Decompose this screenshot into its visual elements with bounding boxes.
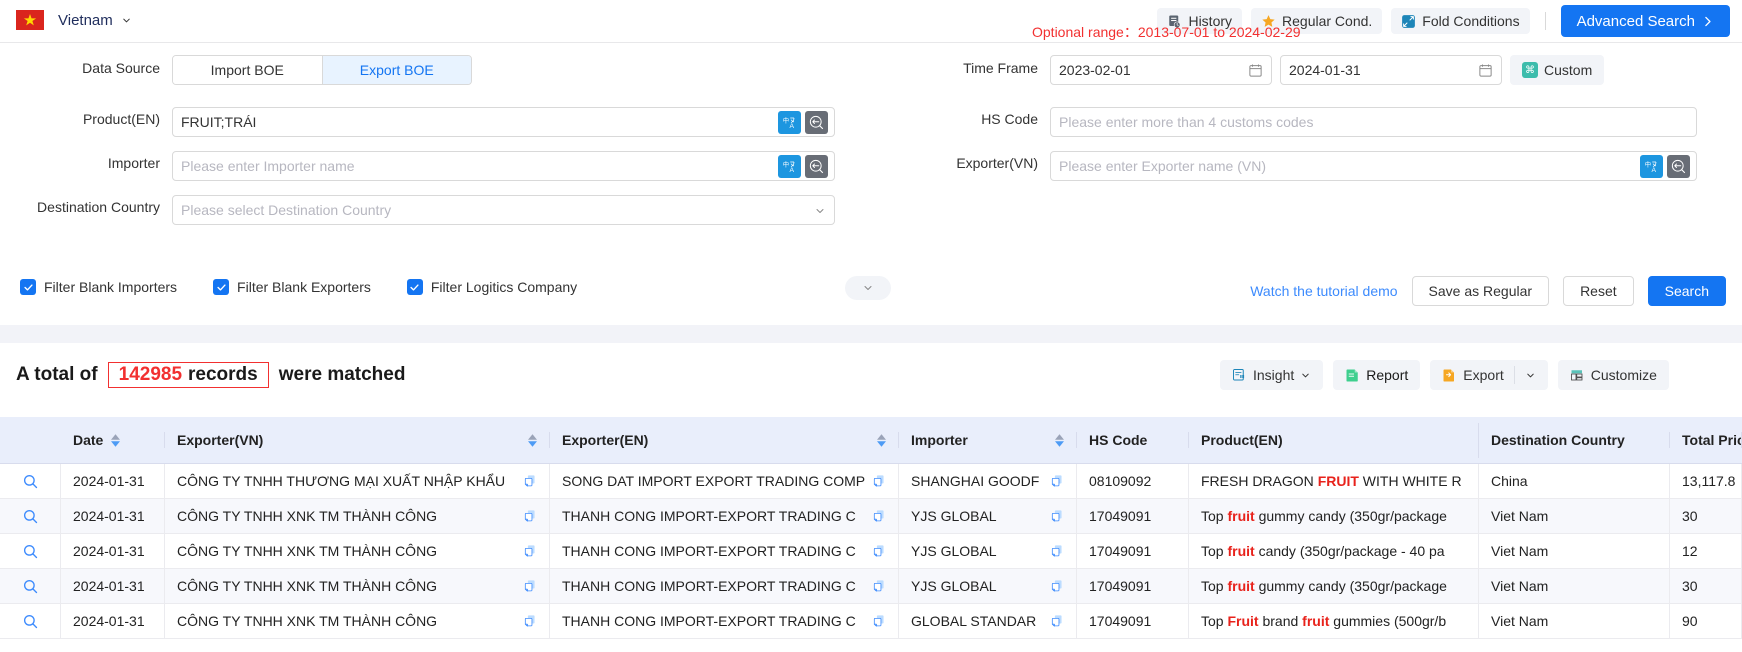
svg-text:A: A [790,123,795,130]
svg-text:中: 中 [783,116,789,125]
svg-text:A: A [790,167,795,174]
svg-text:A: A [1652,167,1657,174]
svg-text:中: 中 [783,160,789,169]
svg-text:中: 中 [1645,160,1651,169]
svg-text:BI: BI [1240,374,1245,379]
